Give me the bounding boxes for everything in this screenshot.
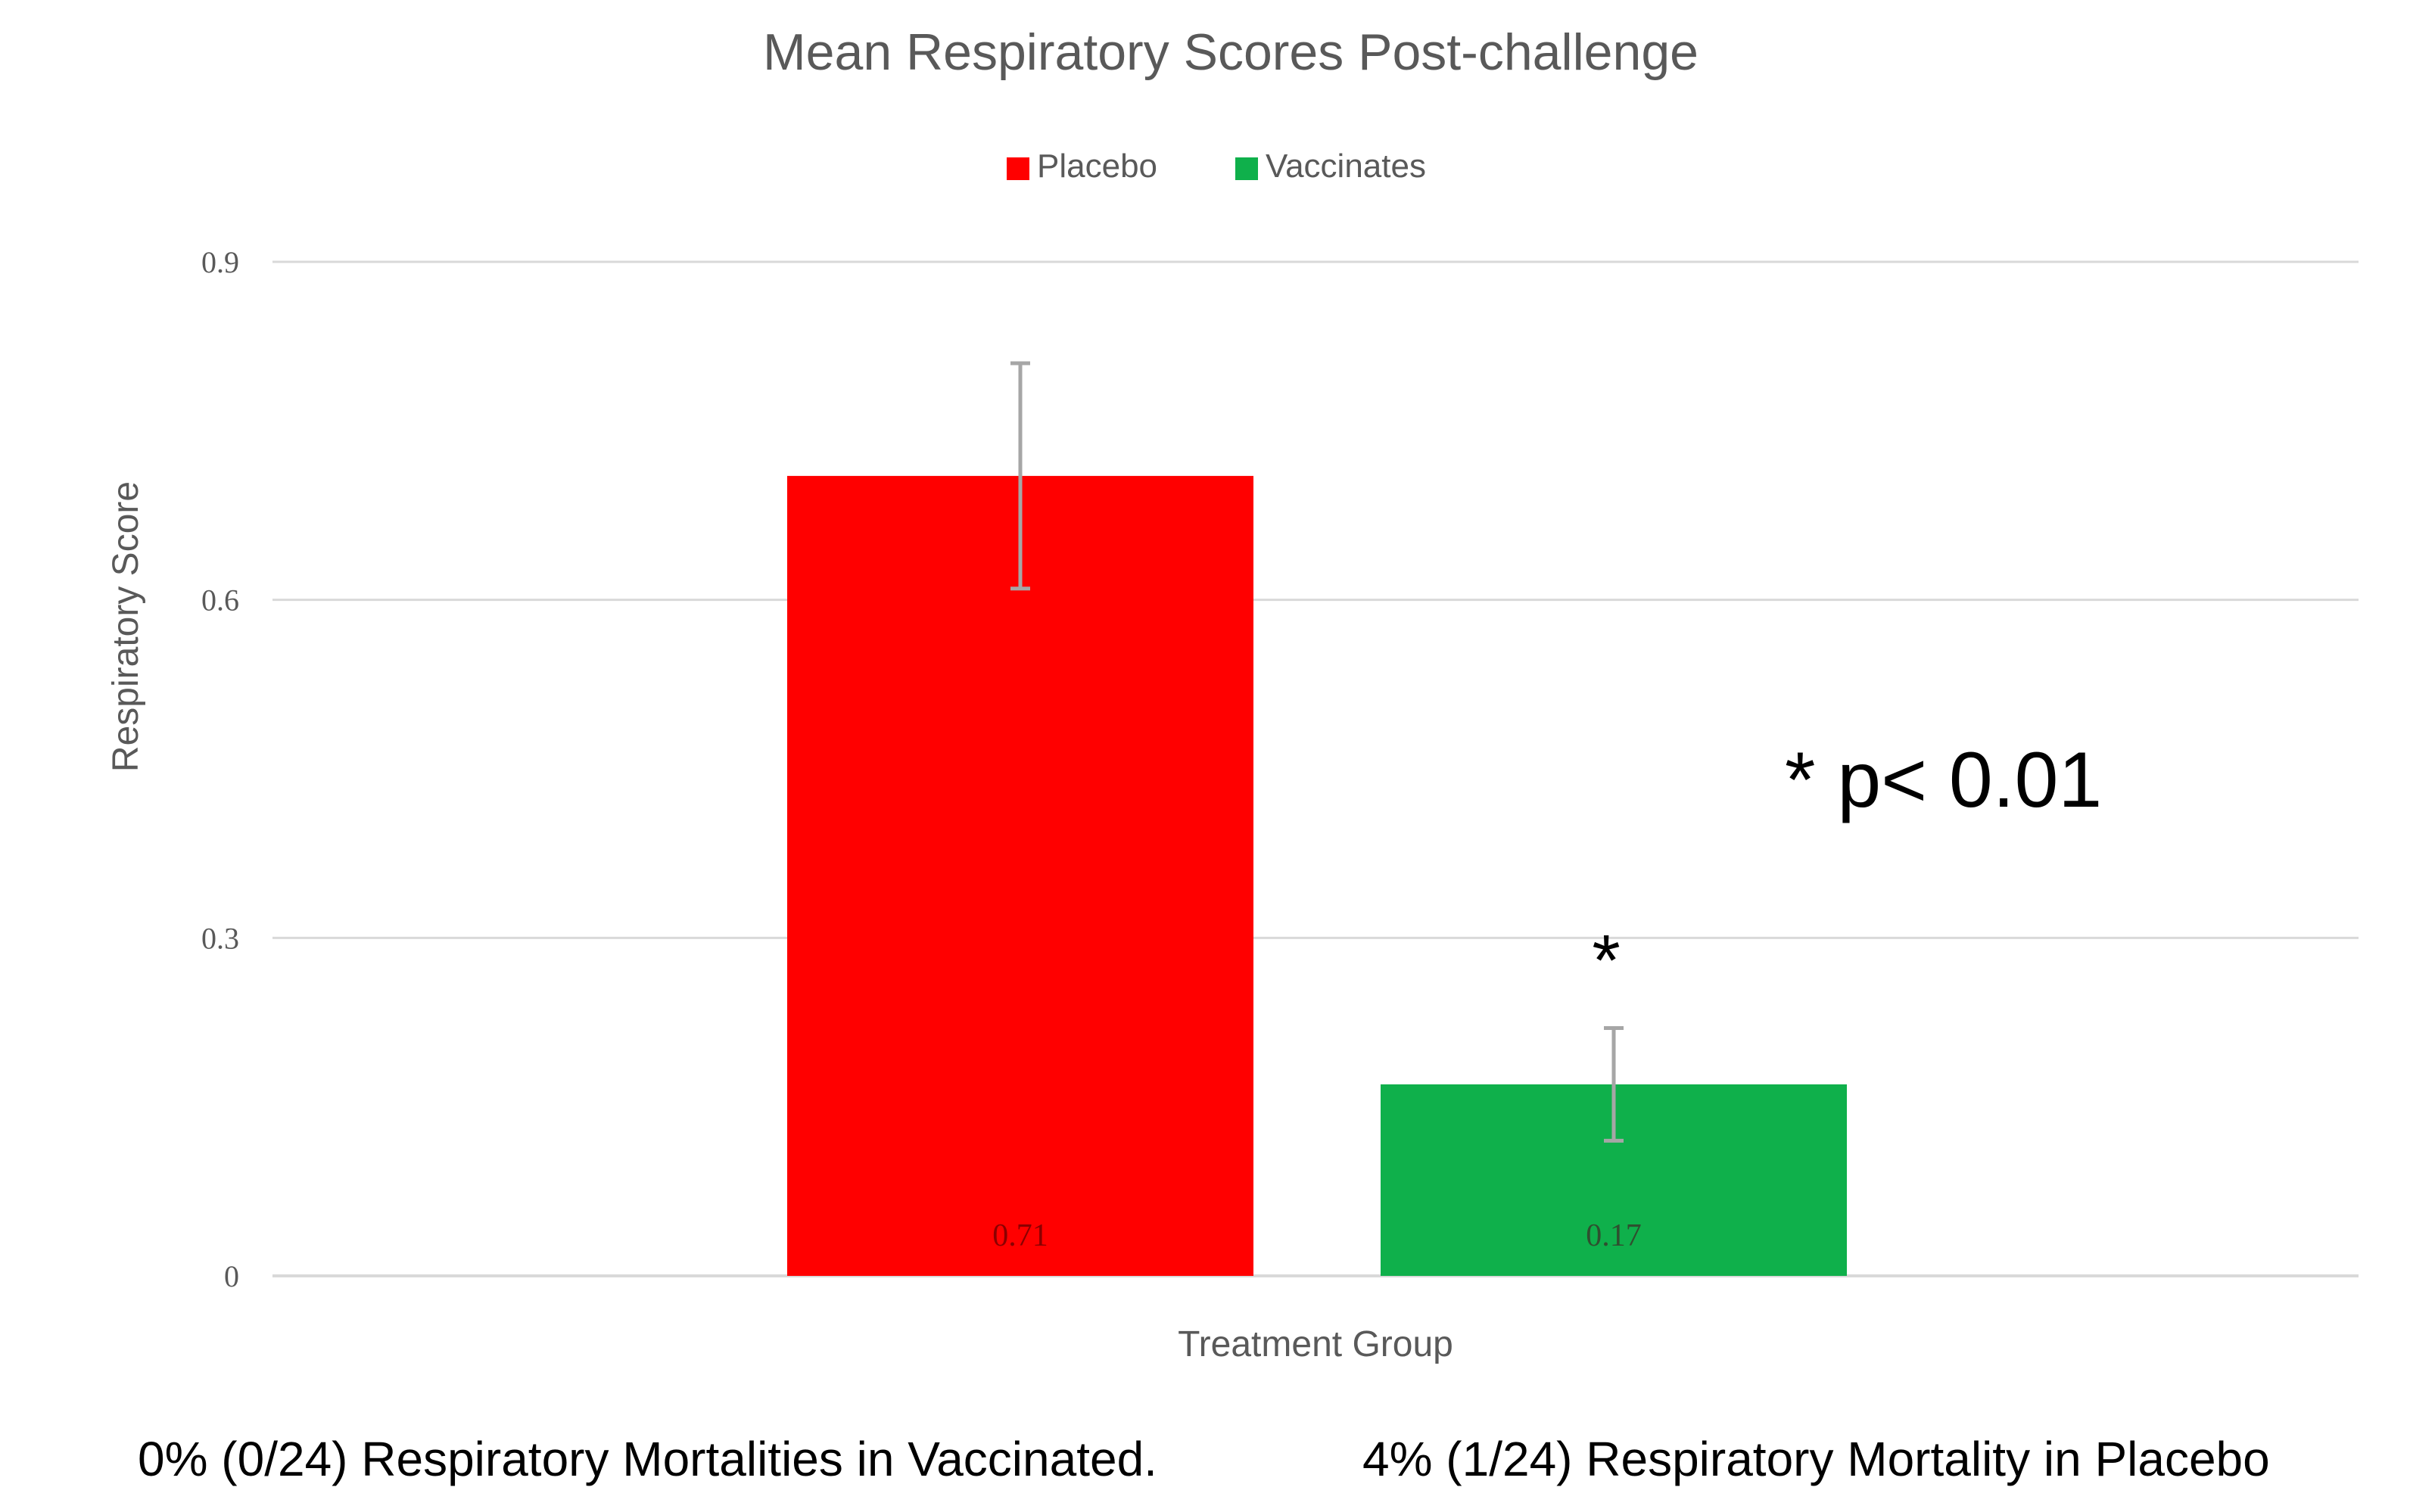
y-axis-title: Respiratory Score [106, 481, 146, 772]
y-tick-label: 0.6 [201, 583, 239, 618]
significance-note: * p< 0.01 [1785, 736, 2102, 824]
data-label: 0.71 [992, 1218, 1048, 1253]
bar-placebo [787, 475, 1253, 1276]
legend-label-vaccinates: Vaccinates [1266, 148, 1426, 185]
legend-label-placebo: Placebo [1037, 148, 1157, 185]
x-axis-title: Treatment Group [1178, 1324, 1453, 1364]
chart-title: Mean Respiratory Scores Post-challenge [763, 23, 1699, 81]
footnote-placebo: 4% (1/24) Respiratory Mortality in Place… [1362, 1432, 2270, 1486]
significance-marker: * [1592, 920, 1620, 1001]
data-label: 0.17 [1586, 1218, 1642, 1253]
gridlines [272, 260, 2359, 1277]
legend-swatch-placebo [1007, 157, 1029, 180]
bars: 0.71 0.17 [787, 361, 1847, 1276]
y-tick-label: 0.3 [201, 921, 239, 955]
legend: Placebo Vaccinates [1007, 148, 1426, 185]
y-axis-ticks: 0 0.3 0.6 0.9 [201, 245, 239, 1293]
footnote-vaccinated: 0% (0/24) Respiratory Mortalities in Vac… [138, 1432, 1157, 1486]
y-tick-label: 0 [224, 1259, 239, 1293]
legend-swatch-vaccinates [1235, 157, 1258, 180]
y-tick-label: 0.9 [201, 245, 239, 279]
